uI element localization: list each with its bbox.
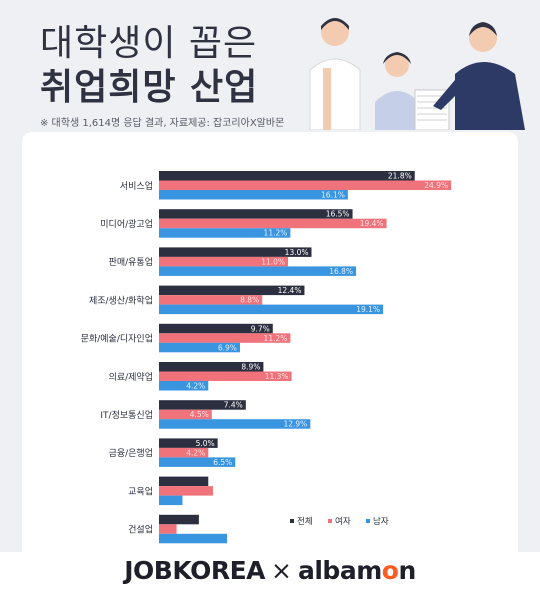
data-label: 8.9% xyxy=(241,363,260,372)
bar-male xyxy=(159,190,348,200)
logo-row: JOBKOREA × albamon xyxy=(0,556,540,585)
jobkorea-logo: JOBKOREA xyxy=(124,556,266,585)
data-label: 11.0% xyxy=(261,257,285,266)
data-label: 11.2% xyxy=(264,334,288,343)
category-label: 건설업 xyxy=(128,525,153,536)
bar-female xyxy=(159,218,387,229)
category-label: 미디어/광고업 xyxy=(100,218,153,230)
bar-female xyxy=(159,409,212,420)
bar-chart: 서비스업 21.8% 24.9% 16.1% 미디어/광고업 16.5% 19.4% 11.2… xyxy=(81,171,452,544)
data-label: 19.4% xyxy=(360,219,384,228)
logo-separator: × xyxy=(271,556,292,585)
bar-female xyxy=(159,371,292,381)
title-line1: 대학생이 꼽은 xyxy=(40,23,258,64)
data-label: 12.4% xyxy=(278,286,302,295)
legend-label: 남자 xyxy=(373,517,389,527)
bar-male xyxy=(159,342,240,353)
data-label: 6.5% xyxy=(213,458,232,467)
bar-all xyxy=(159,171,415,181)
data-label: 4.2% xyxy=(186,382,205,391)
bar-female xyxy=(159,447,209,458)
data-label: 5.0% xyxy=(196,439,215,448)
category-label: 교육업 xyxy=(128,486,153,497)
category-label: 서비스업 xyxy=(120,181,153,192)
bar-all xyxy=(159,476,209,487)
albamon-logo-part1: alba xyxy=(297,556,357,585)
data-label: 19.1% xyxy=(356,305,380,314)
header: 대학생이 꼽은 취업희망 산업 ※ 대학생 1,614명 응답 결과, 자료제공… xyxy=(0,0,540,130)
bar-female xyxy=(159,333,291,343)
data-label: 6.9% xyxy=(218,343,237,352)
data-label: 11.2% xyxy=(264,229,288,238)
category-label: 문화/예술/디자인업 xyxy=(81,334,153,345)
data-label: 8.8% xyxy=(240,296,259,305)
bar-male xyxy=(159,381,209,391)
bar-male xyxy=(159,304,384,315)
albamon-logo: albamon xyxy=(298,556,416,585)
source-note: ※ 대학생 1,614명 응답 결과, 자료제공: 잡코리아X알바몬 xyxy=(40,118,285,129)
legend-swatch xyxy=(328,519,332,523)
data-label: 24.9% xyxy=(424,181,448,190)
albamon-logo-part2: m xyxy=(356,556,382,585)
legend-label: 여자 xyxy=(335,516,351,527)
bar-female xyxy=(159,524,177,534)
title-line2: 취업희망 산업 xyxy=(40,67,259,108)
data-label: 16.5% xyxy=(326,210,350,219)
bar-male xyxy=(159,266,357,276)
category-label: 판매/유통업 xyxy=(109,257,153,268)
bar-male xyxy=(159,495,183,506)
legend-swatch xyxy=(366,519,370,523)
bar-all xyxy=(159,438,218,448)
bar-all xyxy=(159,400,246,410)
footer xyxy=(0,552,540,600)
data-label: 12.9% xyxy=(283,420,307,429)
bar-all xyxy=(159,209,353,219)
data-label: 16.1% xyxy=(321,191,345,200)
data-label: 7.4% xyxy=(224,401,243,410)
bar-male xyxy=(159,457,236,467)
bar-all xyxy=(159,323,273,334)
data-label: 9.7% xyxy=(251,324,270,333)
bar-female xyxy=(159,256,289,267)
bar-male xyxy=(159,228,291,238)
bar-all xyxy=(159,285,305,296)
data-label: 11.3% xyxy=(265,372,289,381)
category-label: 제조/생산/화학업 xyxy=(89,295,153,306)
bar-all xyxy=(159,514,199,525)
data-label: 21.8% xyxy=(388,172,412,181)
albamon-logo-accent: o xyxy=(381,556,399,585)
bar-female xyxy=(159,295,263,305)
bar-male xyxy=(159,533,228,544)
bar-all xyxy=(159,362,264,372)
bar-female xyxy=(159,180,452,190)
legend-swatch xyxy=(290,519,294,523)
bar-all xyxy=(159,247,312,257)
albamon-logo-part3: n xyxy=(398,556,416,585)
category-label: 금융/은행업 xyxy=(109,447,153,459)
bar-female xyxy=(159,486,213,496)
data-label: 4.2% xyxy=(186,448,205,457)
chart-card: 서비스업 21.8% 24.9% 16.1% 미디어/광고업 16.5% 19.4% 11.2… xyxy=(22,132,518,552)
category-label: 의료/제약업 xyxy=(109,371,153,383)
bar-male xyxy=(159,419,311,429)
data-label: 16.8% xyxy=(329,267,353,276)
people-illustration xyxy=(309,18,525,130)
data-label: 13.0% xyxy=(285,248,309,257)
data-label: 4.5% xyxy=(190,410,209,419)
legend-label: 전체 xyxy=(297,516,313,527)
category-label: IT/정보통신업 xyxy=(100,410,153,421)
